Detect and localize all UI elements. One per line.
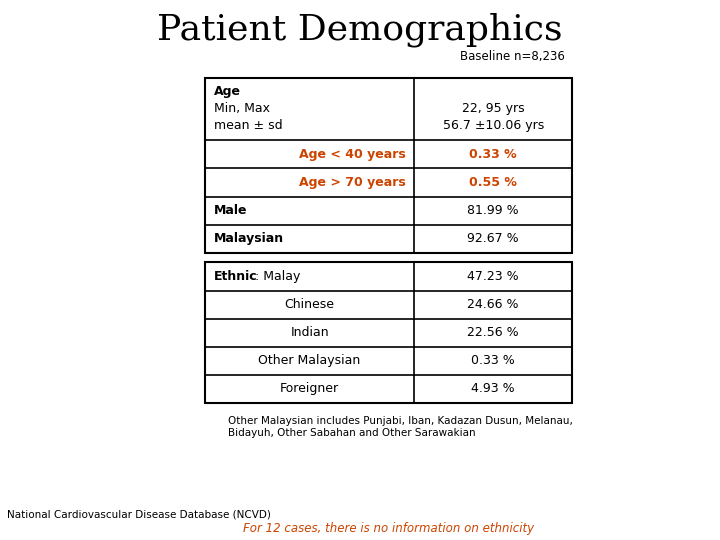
Text: Male: Male xyxy=(214,204,248,217)
Text: Age: Age xyxy=(214,85,240,98)
Text: 22.56 %: 22.56 % xyxy=(467,326,519,339)
Text: 22, 95 yrs: 22, 95 yrs xyxy=(462,102,524,115)
Text: 24.66 %: 24.66 % xyxy=(467,298,519,311)
Text: Age > 70 years: Age > 70 years xyxy=(299,176,405,189)
Text: 0.33 %: 0.33 % xyxy=(472,354,515,367)
Text: Age < 40 years: Age < 40 years xyxy=(299,148,405,161)
Text: Indian: Indian xyxy=(290,326,329,339)
Text: Other Malaysian: Other Malaysian xyxy=(258,354,361,367)
Text: 4.93 %: 4.93 % xyxy=(472,382,515,395)
Text: 56.7 ±10.06 yrs: 56.7 ±10.06 yrs xyxy=(443,119,544,132)
Text: Min, Max: Min, Max xyxy=(214,102,270,115)
Text: 92.67 %: 92.67 % xyxy=(467,232,519,245)
Bar xyxy=(205,262,572,403)
Bar xyxy=(205,78,572,253)
Text: : Malay: : Malay xyxy=(251,270,301,283)
Text: Malaysian: Malaysian xyxy=(214,232,284,245)
Text: 47.23 %: 47.23 % xyxy=(467,270,519,283)
Text: mean ± sd: mean ± sd xyxy=(214,119,282,132)
Text: 81.99 %: 81.99 % xyxy=(467,204,519,217)
Text: Chinese: Chinese xyxy=(284,298,335,311)
Text: Baseline n=8,236: Baseline n=8,236 xyxy=(460,50,565,63)
Text: Foreigner: Foreigner xyxy=(280,382,339,395)
Text: National Cardiovascular Disease Database (NCVD): National Cardiovascular Disease Database… xyxy=(7,509,271,519)
Text: For 12 cases, there is no information on ethnicity: For 12 cases, there is no information on… xyxy=(243,522,534,535)
Text: 0.33 %: 0.33 % xyxy=(469,148,517,161)
Text: 0.55 %: 0.55 % xyxy=(469,176,517,189)
Text: Ethnic: Ethnic xyxy=(214,270,258,283)
Text: Other Malaysian includes Punjabi, Iban, Kadazan Dusun, Melanau,
Bidayuh, Other S: Other Malaysian includes Punjabi, Iban, … xyxy=(228,416,572,438)
Text: Patient Demographics: Patient Demographics xyxy=(157,12,563,47)
